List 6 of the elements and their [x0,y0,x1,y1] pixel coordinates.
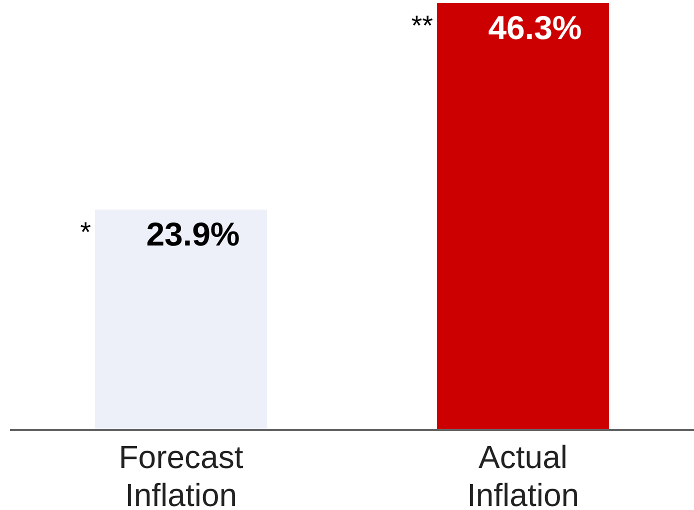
x-tick-label: Forecast Inflation [118,439,244,510]
annotation: * [80,216,92,248]
annotation: ** [411,10,434,41]
x-tick-label: Actual Inflation [466,439,580,510]
data-label: 23.9% [146,216,240,253]
data-label: 46.3% [488,9,582,46]
